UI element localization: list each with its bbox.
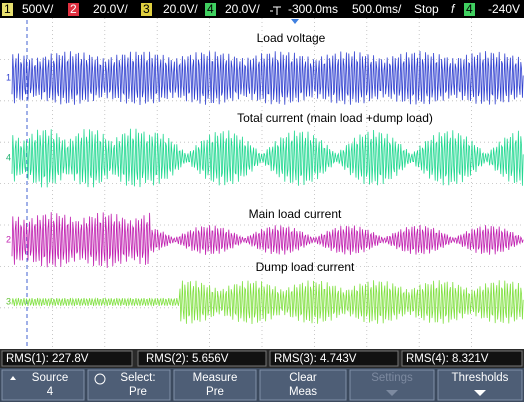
- trace-label: Total current (main load +dump load): [237, 111, 433, 125]
- measurement: RMS(1): 227.8V: [6, 353, 89, 365]
- softkey-value: Pre: [206, 386, 224, 398]
- time-offset: -300.0ms: [288, 2, 338, 16]
- ch-scale: 500V/: [22, 2, 54, 16]
- measurement: RMS(2): 5.656V: [146, 353, 229, 365]
- softkey-label: Clear: [289, 372, 317, 384]
- ch-num: 4: [207, 2, 214, 16]
- trace-label: Dump load current: [256, 260, 355, 274]
- softkey[interactable]: Measure Pre: [174, 370, 256, 400]
- trace-label: Load voltage: [257, 31, 326, 45]
- time-scale: 500.0ms/: [352, 2, 402, 16]
- trigger-level: -240V: [488, 2, 520, 16]
- softkey[interactable]: Source 4: [2, 370, 84, 400]
- trigger-source: 4: [466, 2, 473, 16]
- ch-scale: 20.0V/: [163, 2, 198, 16]
- ch-num: 1: [4, 2, 11, 16]
- softkey-value: Pre: [129, 386, 147, 398]
- softkey-value: 4: [47, 386, 54, 398]
- run-state: Stop: [414, 2, 439, 16]
- softkey-label: Settings: [371, 372, 413, 384]
- softkey[interactable]: Thresholds: [438, 370, 522, 400]
- ch-marker: 4: [6, 152, 11, 162]
- ch-num: 2: [70, 2, 77, 16]
- ch-scale: 20.0V/: [225, 2, 260, 16]
- softkey-label: Select:: [120, 372, 155, 384]
- measurement: RMS(4): 8.321V: [406, 353, 489, 365]
- trace-label: Main load current: [249, 207, 342, 221]
- oscilloscope-screen: 1 500V/ 2 20.0V/ 3 20.0V/ 4 20.0V/ -300.…: [0, 0, 524, 402]
- measurement: RMS(3): 4.743V: [274, 353, 357, 365]
- ch-marker: 2: [6, 234, 11, 244]
- softkey-label: Source: [32, 372, 68, 384]
- page: 1 500V/ 2 20.0V/ 3 20.0V/ 4 20.0V/ -300.…: [0, 0, 524, 402]
- softkey[interactable]: Clear Meas: [260, 370, 346, 400]
- ch-marker: 3: [6, 296, 11, 306]
- ch-num: 3: [143, 2, 150, 16]
- ch-marker: 1: [6, 72, 11, 82]
- ch-scale: 20.0V/: [93, 2, 128, 16]
- softkey-label: Thresholds: [452, 372, 509, 384]
- softkey[interactable]: Select: Pre: [88, 370, 170, 400]
- softkey: Settings: [350, 370, 434, 400]
- softkey-label: Measure: [193, 372, 238, 384]
- softkey-value: Meas: [289, 386, 317, 398]
